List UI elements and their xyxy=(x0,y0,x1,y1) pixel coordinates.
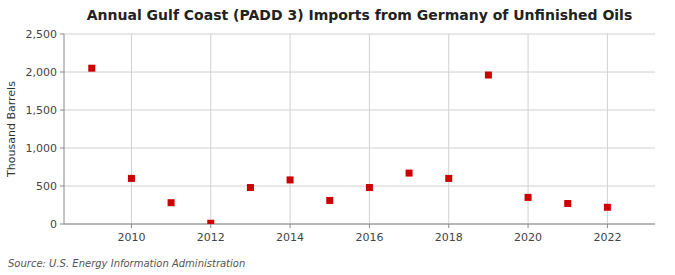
tick xyxy=(369,224,370,228)
tick-label: 2014 xyxy=(276,231,304,244)
tick-label: 1,500 xyxy=(26,104,58,117)
grid xyxy=(64,34,655,224)
grid-line xyxy=(290,34,291,224)
tick-label: 1,000 xyxy=(26,142,58,155)
x-axis xyxy=(64,224,655,225)
point xyxy=(525,194,532,201)
grid-line xyxy=(64,34,655,35)
tick xyxy=(60,72,64,73)
tick xyxy=(131,224,132,228)
point xyxy=(485,72,492,79)
point xyxy=(207,220,214,224)
points xyxy=(88,65,611,224)
tick xyxy=(210,224,211,228)
tick xyxy=(60,224,64,225)
point xyxy=(604,204,611,211)
tick-label: 2018 xyxy=(435,231,463,244)
grid-line xyxy=(210,34,211,224)
grid-line xyxy=(64,72,655,73)
point xyxy=(128,175,135,182)
grid-line xyxy=(448,34,449,224)
point xyxy=(406,170,413,177)
grid-line xyxy=(64,224,655,225)
grid-line xyxy=(131,34,132,224)
tick-label: 2,000 xyxy=(26,66,58,79)
point xyxy=(168,199,175,206)
grid-line xyxy=(64,148,655,149)
y-axis xyxy=(64,34,65,224)
tick xyxy=(290,224,291,228)
tick xyxy=(60,186,64,187)
grid-line xyxy=(369,34,370,224)
tick xyxy=(528,224,529,228)
point xyxy=(247,184,254,191)
tick xyxy=(448,224,449,228)
point xyxy=(88,65,95,72)
y-axis-label: Thousand Barrels xyxy=(5,81,18,178)
grid-line xyxy=(64,186,655,187)
tick-label: 2022 xyxy=(593,231,621,244)
tick-label: 0 xyxy=(50,218,57,231)
point xyxy=(445,175,452,182)
point xyxy=(287,176,294,183)
tick-label: 2,500 xyxy=(26,28,58,41)
tick-label: 2020 xyxy=(514,231,542,244)
point xyxy=(366,184,373,191)
tick xyxy=(60,110,64,111)
tick-label: 2010 xyxy=(117,231,145,244)
annotation: Source: U.S. Energy Information Administ… xyxy=(8,258,245,269)
title: Annual Gulf Coast (PADD 3) Imports from … xyxy=(87,7,632,23)
tick xyxy=(607,224,608,228)
chart: Annual Gulf Coast (PADD 3) Imports from … xyxy=(0,0,675,275)
tick xyxy=(60,34,64,35)
tick-label: 2012 xyxy=(197,231,225,244)
point xyxy=(564,200,571,207)
tick-label: 2016 xyxy=(355,231,383,244)
tick xyxy=(60,148,64,149)
tick-label: 500 xyxy=(36,180,57,193)
grid-line xyxy=(64,110,655,111)
grid-line xyxy=(607,34,608,224)
point xyxy=(326,197,333,204)
